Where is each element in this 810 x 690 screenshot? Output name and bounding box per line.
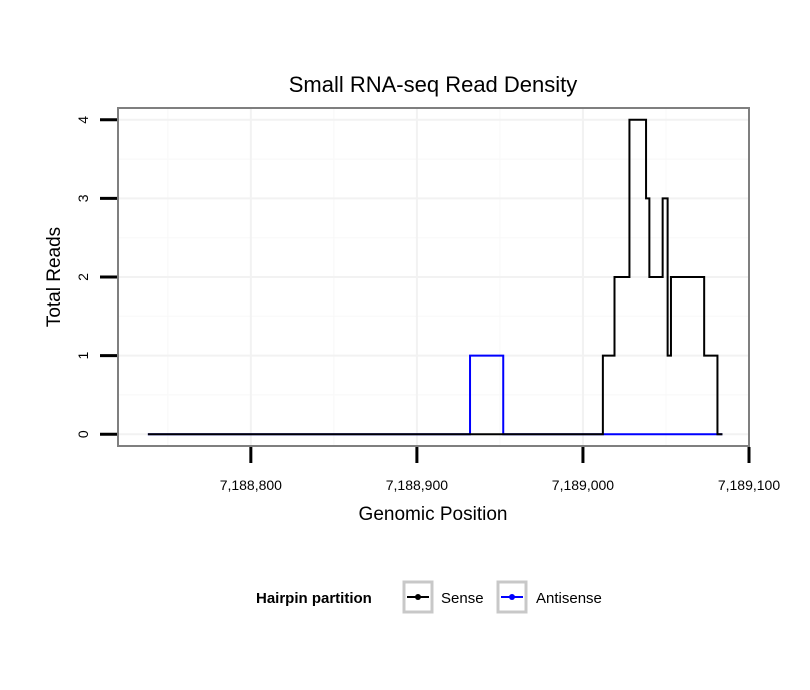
legend-item-antisense: Antisense — [496, 580, 602, 614]
legend: Hairpin partition Sense Antisense — [256, 580, 602, 614]
series-line-sense — [147, 118, 723, 436]
y-tick-label: 4 — [75, 116, 91, 124]
legend-dot-sense — [415, 594, 421, 600]
y-axis-title: Total Reads — [44, 227, 65, 327]
legend-title: Hairpin partition — [256, 590, 372, 607]
legend-dot-antisense — [509, 594, 515, 600]
x-tick-label: 7,189,100 — [718, 477, 780, 493]
x-tick-label: 7,188,900 — [386, 477, 448, 493]
legend-label-sense: Sense — [441, 590, 484, 607]
x-tick-label: 7,188,800 — [220, 477, 282, 493]
x-axis-title: Genomic Position — [359, 504, 508, 525]
legend-label-antisense: Antisense — [536, 590, 602, 607]
legend-item-sense: Sense — [402, 580, 484, 614]
plot-panel-border — [117, 107, 750, 447]
grid-layer — [118, 108, 749, 446]
y-tick-label: 3 — [75, 194, 91, 202]
series-layer — [147, 118, 723, 436]
chart-title: Small RNA-seq Read Density — [289, 72, 578, 97]
y-tick-label: 2 — [75, 273, 91, 281]
x-tick-label: 7,189,000 — [552, 477, 614, 493]
axis-layer: 7,188,800 7,188,900 7,189,000 7,189,100 0 1 2 3… — [75, 116, 780, 493]
y-tick-label: 0 — [75, 430, 91, 438]
y-tick-label: 1 — [75, 351, 91, 359]
